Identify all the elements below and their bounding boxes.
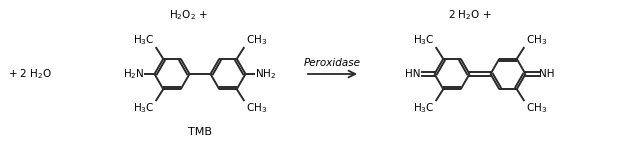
Text: NH: NH bbox=[540, 69, 555, 79]
Text: H$_3$C: H$_3$C bbox=[413, 101, 435, 115]
Text: H$_3$C: H$_3$C bbox=[132, 101, 154, 115]
Text: NH$_2$: NH$_2$ bbox=[255, 67, 276, 81]
Text: H$_3$C: H$_3$C bbox=[413, 33, 435, 47]
Text: CH$_3$: CH$_3$ bbox=[246, 33, 267, 47]
Text: H$_2$O$_2$ +: H$_2$O$_2$ + bbox=[168, 8, 207, 22]
Text: + 2 H$_2$O: + 2 H$_2$O bbox=[8, 67, 52, 81]
Text: HN: HN bbox=[405, 69, 420, 79]
Text: TMB: TMB bbox=[188, 127, 212, 137]
Text: H$_3$C: H$_3$C bbox=[132, 33, 154, 47]
Text: CH$_3$: CH$_3$ bbox=[246, 101, 267, 115]
Text: Peroxidase: Peroxidase bbox=[304, 58, 361, 68]
Text: CH$_3$: CH$_3$ bbox=[525, 101, 547, 115]
Text: CH$_3$: CH$_3$ bbox=[525, 33, 547, 47]
Text: 2 H$_2$O +: 2 H$_2$O + bbox=[448, 8, 492, 22]
Text: H$_2$N: H$_2$N bbox=[123, 67, 145, 81]
